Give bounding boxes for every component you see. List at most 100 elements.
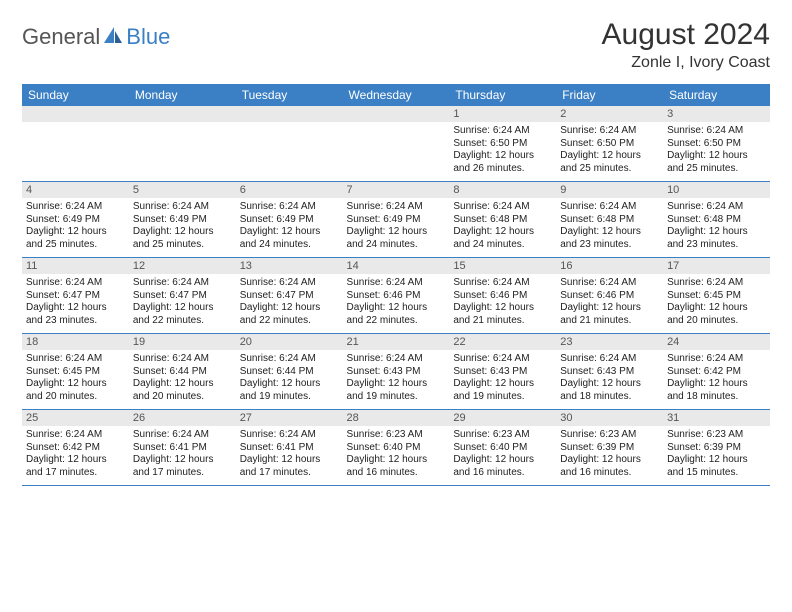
day-number: 4 [22, 182, 129, 198]
day-number: 18 [22, 334, 129, 350]
day-number: 13 [236, 258, 343, 274]
calendar-cell: 22Sunrise: 6:24 AMSunset: 6:43 PMDayligh… [449, 334, 556, 410]
calendar-cell: 6Sunrise: 6:24 AMSunset: 6:49 PMDaylight… [236, 182, 343, 258]
title-block: August 2024 Zonle I, Ivory Coast [602, 18, 770, 72]
day-number: 21 [343, 334, 450, 350]
brand-part1: General [22, 24, 100, 50]
day-number: 3 [663, 106, 770, 122]
day-number: 22 [449, 334, 556, 350]
sunset-text: Sunset: 6:42 PM [26, 442, 100, 453]
sunrise-text: Sunrise: 6:24 AM [453, 125, 529, 136]
sunrise-text: Sunrise: 6:24 AM [240, 277, 316, 288]
daylight-text: Daylight: 12 hours and 15 minutes. [667, 454, 748, 478]
calendar-week-row: 18Sunrise: 6:24 AMSunset: 6:45 PMDayligh… [22, 334, 770, 410]
calendar-page: General Blue August 2024 Zonle I, Ivory … [0, 0, 792, 504]
daylight-text: Daylight: 12 hours and 16 minutes. [560, 454, 641, 478]
calendar-cell: 23Sunrise: 6:24 AMSunset: 6:43 PMDayligh… [556, 334, 663, 410]
day-number: 23 [556, 334, 663, 350]
calendar-cell: 9Sunrise: 6:24 AMSunset: 6:48 PMDaylight… [556, 182, 663, 258]
calendar-cell: 16Sunrise: 6:24 AMSunset: 6:46 PMDayligh… [556, 258, 663, 334]
day-header: Friday [556, 84, 663, 106]
day-body: Sunrise: 6:24 AMSunset: 6:49 PMDaylight:… [236, 198, 343, 257]
sunset-text: Sunset: 6:46 PM [453, 290, 527, 301]
day-body: Sunrise: 6:24 AMSunset: 6:48 PMDaylight:… [556, 198, 663, 257]
day-body: Sunrise: 6:24 AMSunset: 6:43 PMDaylight:… [343, 350, 450, 409]
daylight-text: Daylight: 12 hours and 25 minutes. [667, 150, 748, 174]
sunrise-text: Sunrise: 6:24 AM [667, 277, 743, 288]
daylight-text: Daylight: 12 hours and 26 minutes. [453, 150, 534, 174]
calendar-week-row: 11Sunrise: 6:24 AMSunset: 6:47 PMDayligh… [22, 258, 770, 334]
day-number: 15 [449, 258, 556, 274]
daylight-text: Daylight: 12 hours and 16 minutes. [347, 454, 428, 478]
sunrise-text: Sunrise: 6:24 AM [133, 353, 209, 364]
day-number: 17 [663, 258, 770, 274]
calendar-cell: 26Sunrise: 6:24 AMSunset: 6:41 PMDayligh… [129, 410, 236, 486]
calendar-cell: 5Sunrise: 6:24 AMSunset: 6:49 PMDaylight… [129, 182, 236, 258]
sunrise-text: Sunrise: 6:23 AM [560, 429, 636, 440]
sunset-text: Sunset: 6:50 PM [453, 138, 527, 149]
day-body-empty [22, 122, 129, 180]
calendar-table: SundayMondayTuesdayWednesdayThursdayFrid… [22, 84, 770, 486]
daylight-text: Daylight: 12 hours and 25 minutes. [560, 150, 641, 174]
sunset-text: Sunset: 6:46 PM [560, 290, 634, 301]
sunrise-text: Sunrise: 6:24 AM [26, 201, 102, 212]
calendar-cell: 18Sunrise: 6:24 AMSunset: 6:45 PMDayligh… [22, 334, 129, 410]
day-number: 20 [236, 334, 343, 350]
calendar-cell: 11Sunrise: 6:24 AMSunset: 6:47 PMDayligh… [22, 258, 129, 334]
daylight-text: Daylight: 12 hours and 25 minutes. [133, 226, 214, 250]
sunset-text: Sunset: 6:49 PM [133, 214, 207, 225]
sunset-text: Sunset: 6:39 PM [667, 442, 741, 453]
sunset-text: Sunset: 6:42 PM [667, 366, 741, 377]
sunrise-text: Sunrise: 6:24 AM [560, 125, 636, 136]
day-body: Sunrise: 6:24 AMSunset: 6:43 PMDaylight:… [449, 350, 556, 409]
sunrise-text: Sunrise: 6:24 AM [26, 429, 102, 440]
day-body: Sunrise: 6:23 AMSunset: 6:39 PMDaylight:… [663, 426, 770, 485]
page-header: General Blue August 2024 Zonle I, Ivory … [22, 18, 770, 72]
sunrise-text: Sunrise: 6:23 AM [347, 429, 423, 440]
day-header: Thursday [449, 84, 556, 106]
daylight-text: Daylight: 12 hours and 19 minutes. [347, 378, 428, 402]
day-number: 6 [236, 182, 343, 198]
day-number: 28 [343, 410, 450, 426]
calendar-cell: 1Sunrise: 6:24 AMSunset: 6:50 PMDaylight… [449, 106, 556, 182]
sunrise-text: Sunrise: 6:24 AM [133, 429, 209, 440]
sunset-text: Sunset: 6:39 PM [560, 442, 634, 453]
sail-icon [102, 25, 124, 50]
day-number: 5 [129, 182, 236, 198]
sunrise-text: Sunrise: 6:24 AM [560, 353, 636, 364]
calendar-cell: 3Sunrise: 6:24 AMSunset: 6:50 PMDaylight… [663, 106, 770, 182]
day-body: Sunrise: 6:24 AMSunset: 6:49 PMDaylight:… [343, 198, 450, 257]
calendar-cell: 7Sunrise: 6:24 AMSunset: 6:49 PMDaylight… [343, 182, 450, 258]
daylight-text: Daylight: 12 hours and 24 minutes. [240, 226, 321, 250]
sunrise-text: Sunrise: 6:24 AM [26, 353, 102, 364]
sunrise-text: Sunrise: 6:24 AM [453, 353, 529, 364]
sunset-text: Sunset: 6:48 PM [453, 214, 527, 225]
sunset-text: Sunset: 6:50 PM [560, 138, 634, 149]
day-number-empty [236, 106, 343, 122]
calendar-cell: 17Sunrise: 6:24 AMSunset: 6:45 PMDayligh… [663, 258, 770, 334]
day-number: 27 [236, 410, 343, 426]
day-body: Sunrise: 6:24 AMSunset: 6:47 PMDaylight:… [22, 274, 129, 333]
calendar-cell: 10Sunrise: 6:24 AMSunset: 6:48 PMDayligh… [663, 182, 770, 258]
sunrise-text: Sunrise: 6:24 AM [240, 201, 316, 212]
sunset-text: Sunset: 6:47 PM [133, 290, 207, 301]
day-number-empty [22, 106, 129, 122]
sunset-text: Sunset: 6:48 PM [667, 214, 741, 225]
day-number: 26 [129, 410, 236, 426]
day-body: Sunrise: 6:23 AMSunset: 6:40 PMDaylight:… [343, 426, 450, 485]
sunrise-text: Sunrise: 6:24 AM [133, 277, 209, 288]
day-header: Wednesday [343, 84, 450, 106]
sunset-text: Sunset: 6:47 PM [26, 290, 100, 301]
daylight-text: Daylight: 12 hours and 20 minutes. [26, 378, 107, 402]
sunset-text: Sunset: 6:40 PM [453, 442, 527, 453]
sunrise-text: Sunrise: 6:24 AM [240, 429, 316, 440]
calendar-week-row: 25Sunrise: 6:24 AMSunset: 6:42 PMDayligh… [22, 410, 770, 486]
day-body: Sunrise: 6:24 AMSunset: 6:45 PMDaylight:… [22, 350, 129, 409]
sunrise-text: Sunrise: 6:24 AM [667, 201, 743, 212]
sunset-text: Sunset: 6:49 PM [26, 214, 100, 225]
day-number: 9 [556, 182, 663, 198]
day-body: Sunrise: 6:24 AMSunset: 6:49 PMDaylight:… [22, 198, 129, 257]
day-header: Monday [129, 84, 236, 106]
day-number: 12 [129, 258, 236, 274]
calendar-cell [343, 106, 450, 182]
